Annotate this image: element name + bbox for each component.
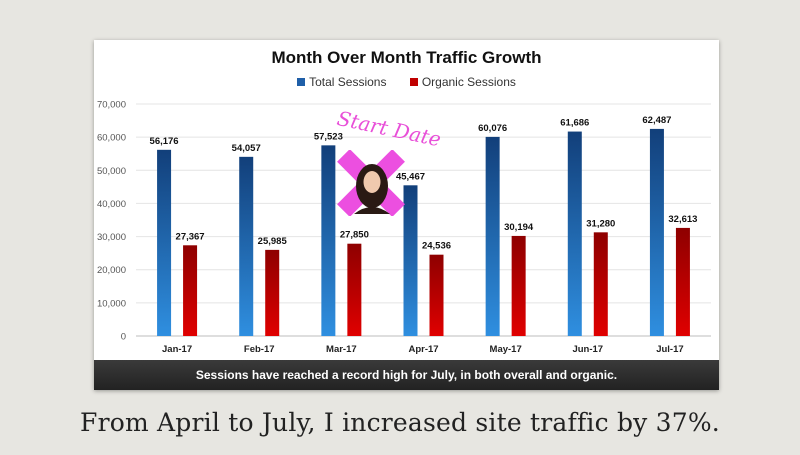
data-label: 61,686 (560, 118, 589, 129)
y-tick-label: 30,000 (97, 232, 126, 243)
bar-total (649, 128, 664, 336)
y-tick-label: 60,000 (97, 133, 126, 144)
bar-total (321, 145, 336, 336)
data-label: 54,057 (232, 143, 261, 154)
data-label: 27,367 (176, 231, 205, 242)
bar-organic (675, 227, 690, 336)
y-tick-label: 70,000 (97, 100, 126, 111)
x-tick-label: Apr-17 (408, 344, 438, 355)
x-tick-label: Jun-17 (572, 344, 603, 355)
bar-total (157, 149, 172, 336)
chart-title: Month Over Month Traffic Growth (271, 48, 542, 67)
y-tick-label: 40,000 (97, 199, 126, 210)
legend-swatch-organic (409, 78, 418, 86)
chart-legend: Total Sessions Organic Sessions (94, 75, 719, 89)
bar-organic (183, 245, 198, 336)
y-tick-label: 0 (121, 332, 126, 343)
data-label: 56,176 (150, 136, 179, 147)
avatar-icon (354, 164, 390, 214)
x-tick-label: Jul-17 (656, 344, 683, 355)
data-label: 32,613 (668, 214, 697, 225)
y-tick-label: 10,000 (97, 298, 126, 309)
bar-chart-plot: 0 10,000 20,000 30,000 40,000 50,000 60,000 70,… (97, 100, 711, 355)
data-label: 30,194 (504, 222, 534, 233)
bar-organic (429, 254, 444, 336)
y-tick-label: 50,000 (97, 166, 126, 177)
legend-item-total: Total Sessions (297, 75, 386, 89)
data-label: 45,467 (396, 171, 425, 182)
bar-organic (511, 235, 526, 336)
legend-label-organic: Organic Sessions (421, 75, 516, 89)
legend-item-organic: Organic Sessions (409, 75, 516, 89)
data-label: 57,523 (314, 131, 343, 142)
data-label: 60,076 (478, 123, 507, 134)
x-tick-label: May-17 (490, 344, 522, 355)
legend-label-total: Total Sessions (309, 75, 387, 89)
x-tick-label: Jan-17 (162, 344, 192, 355)
x-tick-label: Feb-17 (244, 344, 275, 355)
bar-total (239, 156, 254, 336)
summary-banner: Sessions have reached a record high for … (94, 360, 719, 390)
bar-organic (593, 232, 608, 336)
bar-total (485, 136, 500, 336)
x-tick-label: Mar-17 (326, 344, 357, 355)
data-label: 62,487 (642, 115, 671, 126)
data-label: 25,985 (258, 236, 288, 247)
y-tick-label: 20,000 (97, 265, 126, 276)
bar-organic (347, 243, 362, 336)
chart-card: Month Over Month Traffic Growth Total Se… (94, 40, 719, 390)
data-label: 24,536 (422, 241, 451, 252)
data-label: 27,850 (340, 230, 369, 241)
profile-photo-sticker (337, 150, 405, 216)
bar-total (567, 131, 582, 336)
data-label: 31,280 (586, 218, 615, 229)
legend-swatch-total (297, 78, 306, 86)
bar-total (403, 185, 418, 336)
bar-organic (265, 249, 280, 336)
slide-caption: From April to July, I increased site tra… (80, 408, 720, 437)
